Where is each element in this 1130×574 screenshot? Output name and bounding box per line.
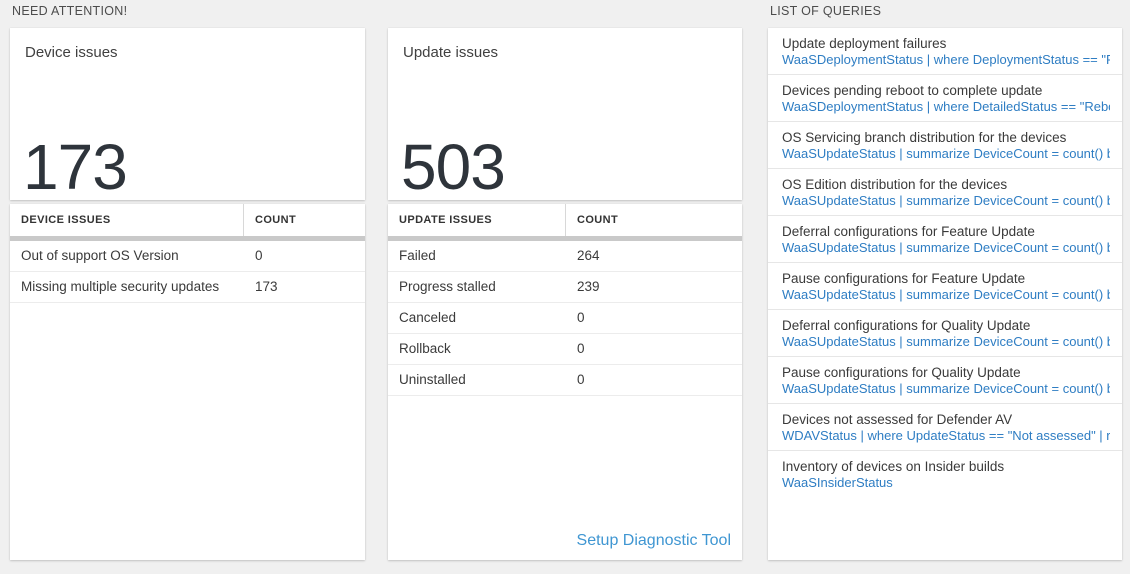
query-title: Devices pending reboot to complete updat… [782,83,1043,98]
update-issues-tile[interactable]: Update issues 503 [388,28,742,200]
issue-count: 173 [255,279,278,294]
table-header-bar [388,236,742,241]
issue-count: 0 [577,372,585,387]
issue-count: 0 [577,310,585,325]
query-title: Update deployment failures [782,36,947,51]
query-list-item[interactable]: OS Edition distribution for the devices … [768,169,1122,216]
issue-count: 264 [577,248,600,263]
query-title: Deferral configurations for Feature Upda… [782,224,1035,239]
query-text-link[interactable]: WaaSUpdateStatus | summarize DeviceCount… [782,334,1110,349]
table-row[interactable]: Progress stalled 239 [388,272,742,303]
issue-label: Progress stalled [399,279,496,294]
query-title: OS Edition distribution for the devices [782,177,1008,192]
query-title: Devices not assessed for Defender AV [782,412,1013,427]
table-row[interactable]: Failed 264 [388,241,742,272]
setup-diagnostic-tool-link[interactable]: Setup Diagnostic Tool [576,532,731,549]
query-text-link[interactable]: WaaSUpdateStatus | summarize DeviceCount… [782,193,1110,208]
update-issues-table-header: UPDATE ISSUES COUNT [388,204,742,236]
count-column-header: COUNT [255,214,297,226]
query-text-link[interactable]: WaaSDeploymentStatus | where DetailedSta… [782,99,1110,114]
list-of-queries-heading: LIST OF QUERIES [770,4,882,18]
issue-count: 239 [577,279,600,294]
issue-label: Canceled [399,310,457,325]
query-list-item[interactable]: Devices not assessed for Defender AV WDA… [768,404,1122,451]
query-list-item[interactable]: Deferral configurations for Feature Upda… [768,216,1122,263]
query-title: Pause configurations for Feature Update [782,271,1026,286]
table-row[interactable]: Uninstalled 0 [388,365,742,396]
query-list-item[interactable]: Pause configurations for Feature Update … [768,263,1122,310]
update-issues-column-header: UPDATE ISSUES [399,214,493,226]
issue-label: Missing multiple security updates [21,279,220,294]
device-issues-table: DEVICE ISSUES COUNT Out of support OS Ve… [10,204,365,560]
table-header-bar [10,236,365,241]
device-issues-count: 173 [23,131,128,203]
need-attention-heading: NEED ATTENTION! [12,4,128,18]
query-text-link[interactable]: WaaSDeploymentStatus | where DeploymentS… [782,52,1110,67]
issue-count: 0 [577,341,585,356]
query-list-item[interactable]: OS Servicing branch distribution for the… [768,122,1122,169]
query-text-link[interactable]: WaaSUpdateStatus | summarize DeviceCount… [782,381,1110,396]
count-column-header: COUNT [577,214,619,226]
query-text-link[interactable]: WaaSInsiderStatus [782,475,893,490]
issue-label: Failed [399,248,436,263]
list-of-queries-panel: Update deployment failures WaaSDeploymen… [768,28,1122,560]
table-row[interactable]: Rollback 0 [388,334,742,365]
query-text-link[interactable]: WaaSUpdateStatus | summarize DeviceCount… [782,287,1110,302]
query-text-link[interactable]: WaaSUpdateStatus | summarize DeviceCount… [782,240,1110,255]
query-list-item[interactable]: Inventory of devices on Insider builds W… [768,451,1122,498]
device-issues-tile[interactable]: Device issues 173 [10,28,365,200]
column-divider [565,204,566,236]
column-divider [243,204,244,236]
query-list-item[interactable]: Devices pending reboot to complete updat… [768,75,1122,122]
table-row[interactable]: Out of support OS Version 0 [10,241,365,272]
update-issues-count: 503 [401,131,506,203]
query-title: OS Servicing branch distribution for the… [782,130,1067,145]
query-title: Deferral configurations for Quality Upda… [782,318,1031,333]
issue-label: Out of support OS Version [21,248,179,263]
query-text-link[interactable]: WDAVStatus | where UpdateStatus == "Not … [782,428,1110,443]
query-title: Pause configurations for Quality Update [782,365,1021,380]
device-issues-table-header: DEVICE ISSUES COUNT [10,204,365,236]
update-issues-table: UPDATE ISSUES COUNT Setup Diagnostic Too… [388,204,742,560]
device-issues-column-header: DEVICE ISSUES [21,214,111,226]
table-row[interactable]: Missing multiple security updates 173 [10,272,365,303]
update-issues-tile-title: Update issues [403,44,499,61]
issue-count: 0 [255,248,263,263]
query-title: Inventory of devices on Insider builds [782,459,1005,474]
query-list-item[interactable]: Deferral configurations for Quality Upda… [768,310,1122,357]
query-list-item[interactable]: Pause configurations for Quality Update … [768,357,1122,404]
query-text-link[interactable]: WaaSUpdateStatus | summarize DeviceCount… [782,146,1110,161]
device-issues-tile-title: Device issues [25,44,118,61]
issue-label: Rollback [399,341,451,356]
issue-label: Uninstalled [399,372,466,387]
table-row[interactable]: Canceled 0 [388,303,742,334]
query-list-item[interactable]: Update deployment failures WaaSDeploymen… [768,28,1122,75]
